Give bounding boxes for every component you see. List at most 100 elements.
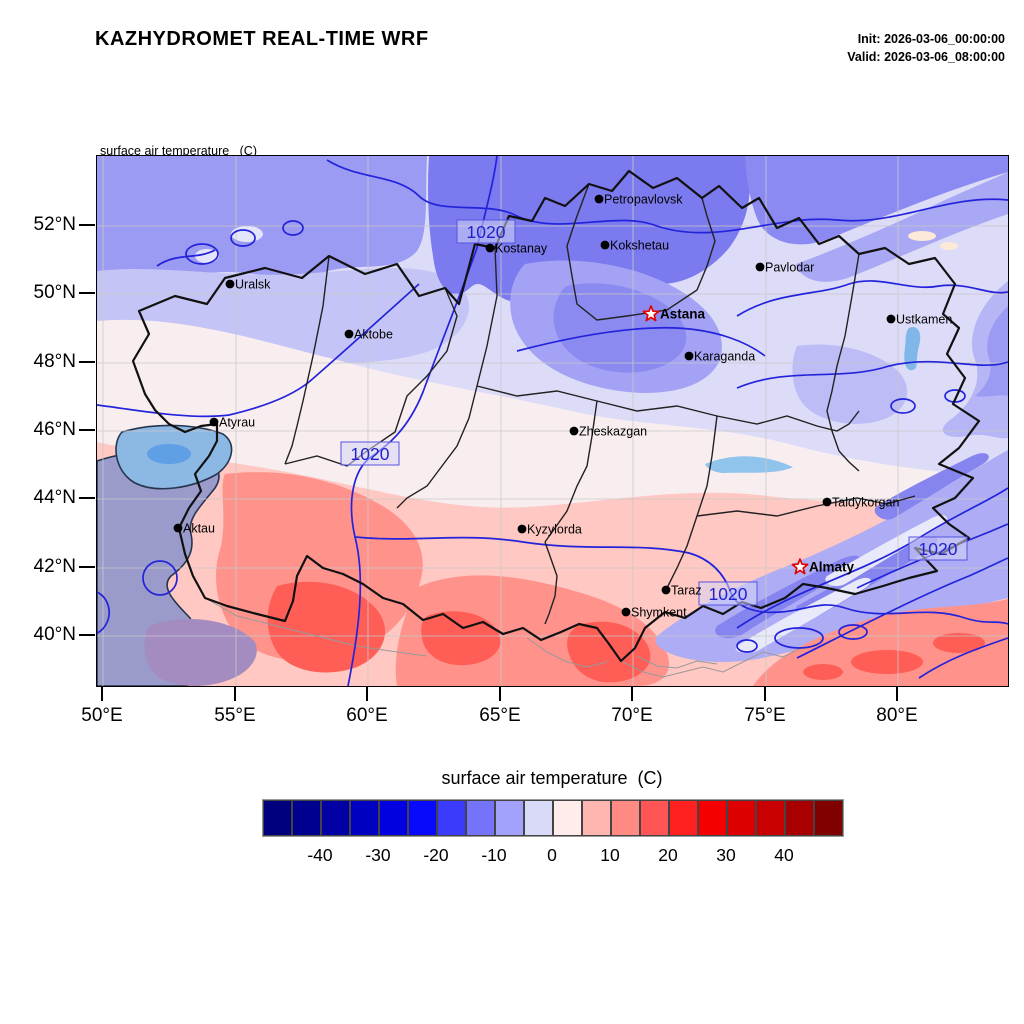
colorbar-cell (379, 800, 408, 836)
lat-tick-label: 42°N (33, 556, 76, 577)
page-title: KAZHYDROMET REAL-TIME WRF (95, 28, 429, 50)
lat-tick-label: 44°N (33, 487, 76, 508)
colorbar-cell (321, 800, 350, 836)
colorbar-tick-label: 20 (658, 845, 678, 865)
lat-tick-mark (79, 224, 95, 226)
colorbar-tick-label: -40 (307, 845, 333, 865)
colorbar-cell (495, 800, 524, 836)
lat-tick-label: 50°N (33, 282, 76, 303)
pressure-contours (97, 156, 1008, 686)
lat-tick-mark (79, 361, 95, 363)
map-overlays: 1020 1020 1020 1020 Petropavlovsk Kostanay Kok… (173, 193, 968, 620)
svg-text:Kyzylorda: Kyzylorda (527, 523, 582, 537)
city-marker-pavlodar: Pavlodar (755, 261, 814, 275)
city-marker-shymkent: Shymkent (621, 606, 687, 620)
temp-field-north (97, 156, 1008, 424)
pressure-label-1020: 1020 (456, 219, 516, 244)
svg-text:1020: 1020 (351, 444, 390, 464)
lakes (705, 326, 921, 473)
lon-tick-mark (101, 687, 103, 701)
svg-text:1020: 1020 (709, 584, 748, 604)
svg-text:Zheskazgan: Zheskazgan (579, 425, 647, 439)
svg-text:1020: 1020 (919, 539, 958, 559)
colorbar-tick-label: 40 (774, 845, 794, 865)
city-marker-karaganda: Karaganda (684, 350, 755, 364)
lon-tick-label: 55°E (214, 705, 256, 726)
colorbar-cell (524, 800, 553, 836)
city-marker-almaty: Almaty (791, 558, 855, 575)
colorbar-cell (437, 800, 466, 836)
init-time: Init: 2026-03-06_00:00:00 (857, 32, 1005, 46)
pressure-label-1020: 1020 (698, 581, 758, 606)
svg-text:Aktobe: Aktobe (354, 328, 393, 342)
svg-text:Kostanay: Kostanay (495, 242, 548, 256)
colorbar-cell (408, 800, 437, 836)
colorbar-title: surface air temperature (C) (441, 768, 663, 788)
colorbar-cell (466, 800, 495, 836)
colorbar-cell (698, 800, 727, 836)
svg-text:Atyrau: Atyrau (219, 416, 255, 430)
svg-text:Taraz: Taraz (671, 584, 702, 598)
colorbar-cell (669, 800, 698, 836)
lon-tick-label: 70°E (611, 705, 653, 726)
valid-time: Valid: 2026-03-06_08:00:00 (847, 50, 1005, 65)
svg-text:Petropavlovsk: Petropavlovsk (604, 193, 683, 207)
svg-text:Karaganda: Karaganda (694, 350, 755, 364)
temp-field-southeast-mountains (655, 281, 1008, 686)
colorbar-tick-label: 10 (600, 845, 620, 865)
svg-text:Uralsk: Uralsk (235, 278, 271, 292)
colorbar-tick-label: 30 (716, 845, 736, 865)
lat-tick-label: 46°N (33, 419, 76, 440)
colorbar-tick-label: -10 (481, 845, 507, 865)
city-marker-aktobe: Aktobe (344, 328, 393, 342)
lake-balkhash (705, 456, 793, 473)
svg-text:Kokshetau: Kokshetau (610, 239, 669, 253)
lon-tick-label: 65°E (479, 705, 521, 726)
city-marker-astana: Astana (642, 305, 706, 322)
oblast-borders (284, 183, 916, 625)
lon-tick-label: 80°E (876, 705, 918, 726)
svg-text:Ustkamen: Ustkamen (896, 313, 952, 327)
colorbar-tick-label: 0 (547, 845, 557, 865)
field-label-temperature: surface air temperature (C) (100, 144, 257, 159)
city-marker-uralsk: Uralsk (225, 278, 271, 292)
map-canvas: 1020 1020 1020 1020 Petropavlovsk Kostanay Kok… (96, 155, 1009, 687)
lat-tick-mark (79, 292, 95, 294)
colorbar-cell (350, 800, 379, 836)
city-marker-kokshetau: Kokshetau (600, 239, 669, 253)
lon-tick-mark (631, 687, 633, 701)
lon-tick-mark (764, 687, 766, 701)
city-marker-petropavlovsk: Petropavlovsk (594, 193, 683, 207)
svg-text:Astana: Astana (660, 307, 706, 322)
lon-tick-label: 75°E (744, 705, 786, 726)
svg-text:Shymkent: Shymkent (631, 606, 687, 620)
colorbar-tick-label: -20 (423, 845, 449, 865)
lon-tick-label: 60°E (346, 705, 388, 726)
map-svg: 1020 1020 1020 1020 Petropavlovsk Kostanay Kok… (97, 156, 1008, 686)
foreign-borders (204, 597, 804, 678)
lat-tick-label: 48°N (33, 351, 76, 372)
colorbar-cell (814, 800, 843, 836)
svg-text:Aktau: Aktau (183, 522, 215, 536)
colorbar-tick-label: -30 (365, 845, 391, 865)
lat-tick-mark (79, 429, 95, 431)
city-marker-kyzylorda: Kyzylorda (517, 523, 582, 537)
svg-text:Almaty: Almaty (809, 560, 855, 575)
colorbar-cell (611, 800, 640, 836)
colorbar-cell (640, 800, 669, 836)
pressure-label-1020: 1020 (908, 536, 968, 561)
lon-tick-mark (896, 687, 898, 701)
lat-tick-mark (79, 566, 95, 568)
lat-tick-label: 40°N (33, 624, 76, 645)
city-marker-taraz: Taraz (661, 584, 702, 598)
colorbar-cell (785, 800, 814, 836)
city-marker-taldykorgan: Taldykorgan (822, 496, 899, 510)
colorbar (262, 799, 844, 837)
city-marker-kostanay: Kostanay (485, 242, 548, 256)
lat-tick-mark (79, 497, 95, 499)
pressure-label-1020: 1020 (340, 441, 400, 466)
colorbar-cell (582, 800, 611, 836)
colorbar-tick-labels: -40 -30 -20 -10 0 10 20 30 40 (262, 845, 842, 869)
city-marker-zheskazgan: Zheskazgan (569, 425, 647, 439)
